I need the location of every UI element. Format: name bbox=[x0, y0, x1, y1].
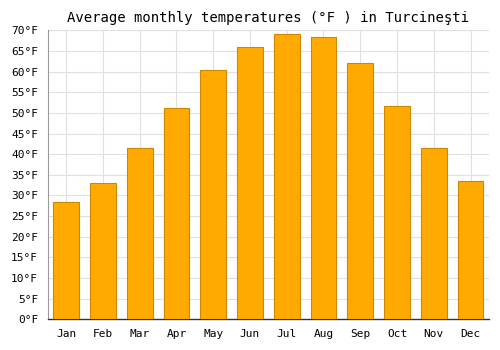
Bar bbox=[54, 202, 79, 319]
Bar bbox=[310, 37, 336, 319]
Bar bbox=[274, 34, 299, 319]
Bar bbox=[384, 105, 410, 319]
Title: Average monthly temperatures (°F ) in Turcineşti: Average monthly temperatures (°F ) in Tu… bbox=[68, 11, 469, 25]
Bar bbox=[200, 70, 226, 319]
Bar bbox=[458, 181, 483, 319]
Bar bbox=[421, 148, 446, 319]
Bar bbox=[90, 183, 116, 319]
Bar bbox=[127, 148, 152, 319]
Bar bbox=[164, 107, 190, 319]
Bar bbox=[237, 47, 263, 319]
Bar bbox=[348, 63, 373, 319]
